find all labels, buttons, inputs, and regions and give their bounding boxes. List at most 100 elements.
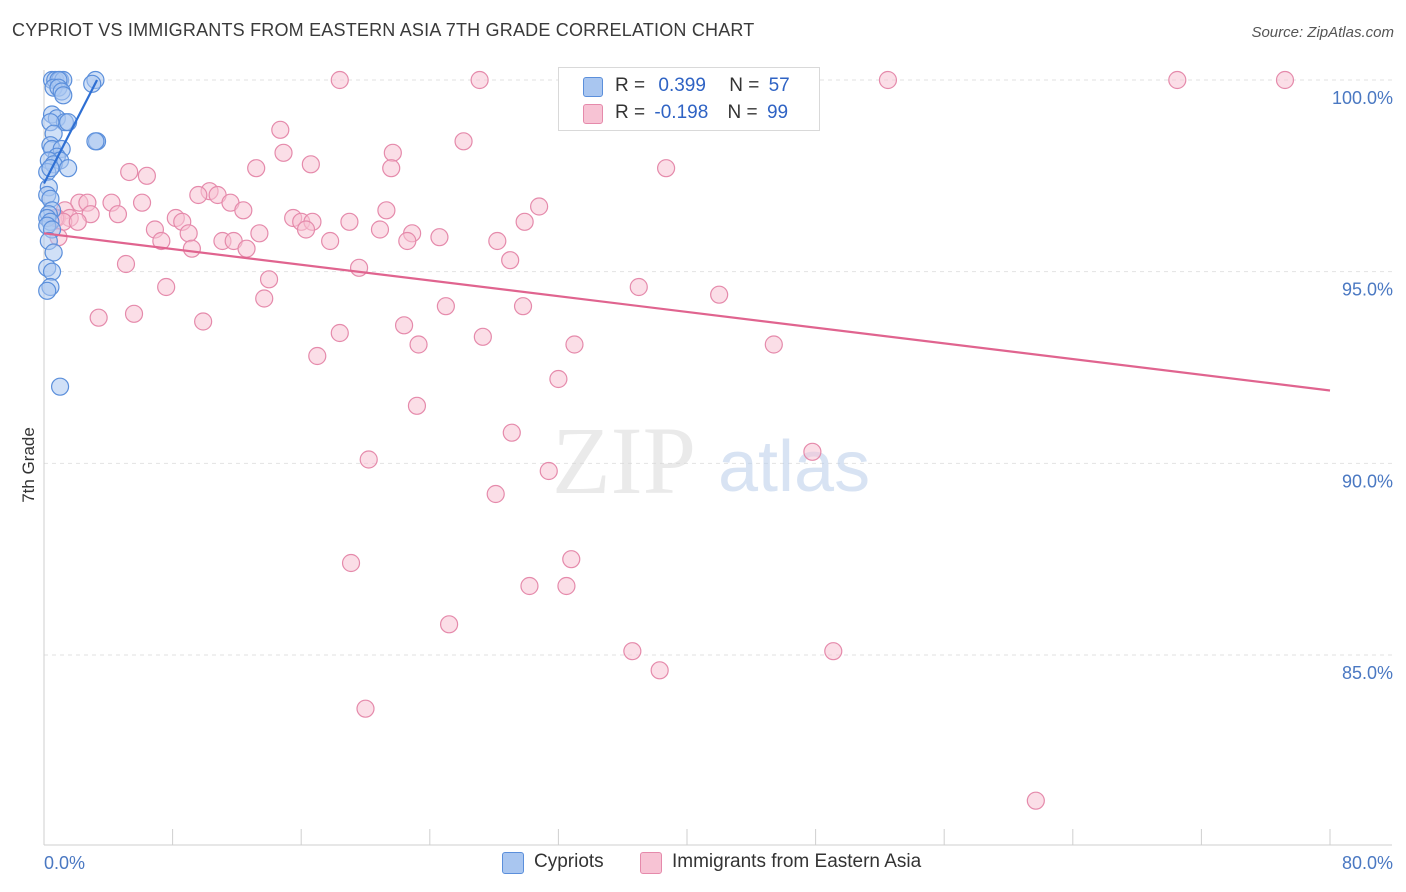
point-immigrants bbox=[296, 220, 316, 239]
point-immigrants bbox=[157, 277, 176, 297]
point-immigrants bbox=[370, 220, 390, 239]
legend-swatch-cypriots bbox=[583, 77, 603, 97]
point-cypriots bbox=[38, 281, 57, 300]
point-immigrants bbox=[454, 132, 473, 151]
point-immigrants bbox=[179, 224, 198, 243]
point-immigrants bbox=[330, 70, 349, 90]
trend-lines bbox=[43, 79, 1331, 392]
trend-line-immigrants bbox=[43, 232, 1331, 392]
point-immigrants bbox=[515, 212, 534, 231]
point-immigrants bbox=[341, 553, 361, 573]
point-immigrants bbox=[234, 201, 253, 220]
point-immigrants bbox=[803, 442, 822, 461]
point-immigrants bbox=[557, 576, 576, 596]
bottom-legend-immigrants: Immigrants from Eastern Asia bbox=[672, 851, 922, 872]
r-value-cypriots: 0.399 bbox=[658, 75, 706, 96]
point-cypriots bbox=[42, 262, 62, 281]
point-immigrants bbox=[259, 270, 279, 289]
point-immigrants bbox=[359, 450, 378, 469]
legend-row-immigrants: R = -0.198 N = 99 bbox=[615, 102, 788, 124]
x-tick-label-max: 80.0% bbox=[1342, 853, 1393, 873]
n-value-immigrants: 99 bbox=[766, 102, 789, 123]
y-tick-label-85: 85.0% bbox=[1342, 663, 1393, 683]
point-immigrants bbox=[301, 155, 320, 174]
r-label: R = bbox=[615, 75, 646, 96]
point-immigrants bbox=[1168, 70, 1187, 90]
point-cypriots bbox=[50, 377, 70, 396]
point-immigrants bbox=[565, 335, 584, 354]
point-immigrants bbox=[502, 423, 521, 442]
watermark-atlas: atlas bbox=[718, 427, 870, 507]
point-cypriots bbox=[44, 243, 63, 262]
point-immigrants bbox=[89, 308, 108, 327]
point-immigrants bbox=[274, 143, 293, 162]
point-immigrants bbox=[562, 550, 581, 569]
point-immigrants bbox=[250, 224, 269, 243]
point-cypriots bbox=[54, 86, 73, 105]
watermark-zip: ZIP bbox=[552, 407, 696, 514]
point-immigrants bbox=[1026, 791, 1045, 810]
point-immigrants bbox=[152, 231, 171, 251]
point-cypriots bbox=[59, 159, 78, 178]
source-credit: Source: ZipAtlas.com bbox=[1251, 24, 1394, 41]
r-value-immigrants: -0.198 bbox=[654, 102, 709, 123]
chart-title: CYPRIOT VS IMMIGRANTS FROM EASTERN ASIA … bbox=[12, 20, 755, 40]
point-immigrants bbox=[120, 162, 139, 182]
point-immigrants bbox=[237, 239, 256, 258]
gridlines bbox=[44, 79, 1392, 656]
point-immigrants bbox=[349, 258, 369, 277]
point-immigrants bbox=[194, 312, 213, 331]
point-immigrants bbox=[137, 166, 156, 185]
bottom-legend-swatch-immigrants bbox=[640, 852, 662, 874]
point-immigrants bbox=[271, 120, 290, 139]
y-tick-label-100: 100.0% bbox=[1332, 88, 1393, 108]
point-immigrants bbox=[501, 251, 520, 270]
point-immigrants bbox=[68, 212, 87, 231]
point-immigrants bbox=[182, 239, 201, 258]
point-immigrants bbox=[116, 254, 136, 274]
r-label: R = bbox=[615, 102, 646, 123]
axes bbox=[43, 70, 1392, 846]
point-immigrants bbox=[539, 461, 558, 481]
legend-row-cypriots: R = 0.399 N = 57 bbox=[615, 75, 790, 97]
point-immigrants bbox=[764, 335, 783, 354]
point-immigrants bbox=[549, 369, 568, 389]
point-immigrants bbox=[657, 159, 676, 178]
point-immigrants bbox=[436, 297, 455, 316]
point-immigrants bbox=[486, 484, 505, 504]
point-immigrants bbox=[430, 228, 449, 247]
point-immigrants bbox=[1275, 70, 1295, 90]
point-immigrants bbox=[132, 193, 152, 212]
n-label: N = bbox=[729, 75, 760, 96]
point-immigrants bbox=[470, 70, 489, 90]
point-immigrants bbox=[108, 205, 128, 224]
point-immigrants bbox=[878, 70, 898, 90]
point-immigrants bbox=[382, 159, 401, 178]
point-immigrants bbox=[255, 289, 274, 308]
legend-swatch-immigrants bbox=[583, 104, 603, 124]
point-immigrants bbox=[398, 231, 417, 251]
point-immigrants bbox=[623, 642, 642, 661]
point-immigrants bbox=[189, 185, 208, 205]
point-immigrants bbox=[377, 201, 396, 220]
x-tick-label-min: 0.0% bbox=[44, 853, 85, 873]
n-value-cypriots: 57 bbox=[768, 75, 790, 96]
bottom-legend-swatch-cypriots bbox=[502, 852, 524, 874]
point-immigrants bbox=[439, 615, 459, 634]
point-immigrants bbox=[247, 159, 266, 178]
point-immigrants bbox=[650, 661, 669, 680]
point-immigrants bbox=[308, 346, 327, 366]
point-immigrants bbox=[383, 143, 402, 162]
trend-line-cypriots bbox=[43, 79, 99, 185]
point-immigrants bbox=[710, 285, 729, 304]
point-cypriots bbox=[41, 159, 60, 178]
point-immigrants bbox=[488, 231, 507, 251]
point-cypriots bbox=[83, 74, 102, 93]
point-immigrants bbox=[394, 316, 414, 335]
point-immigrants bbox=[407, 396, 427, 415]
point-immigrants bbox=[629, 277, 648, 297]
point-immigrants bbox=[473, 327, 492, 346]
point-cypriots bbox=[59, 113, 78, 132]
y-tick-label-95: 95.0% bbox=[1342, 280, 1393, 300]
point-immigrants bbox=[340, 212, 359, 231]
